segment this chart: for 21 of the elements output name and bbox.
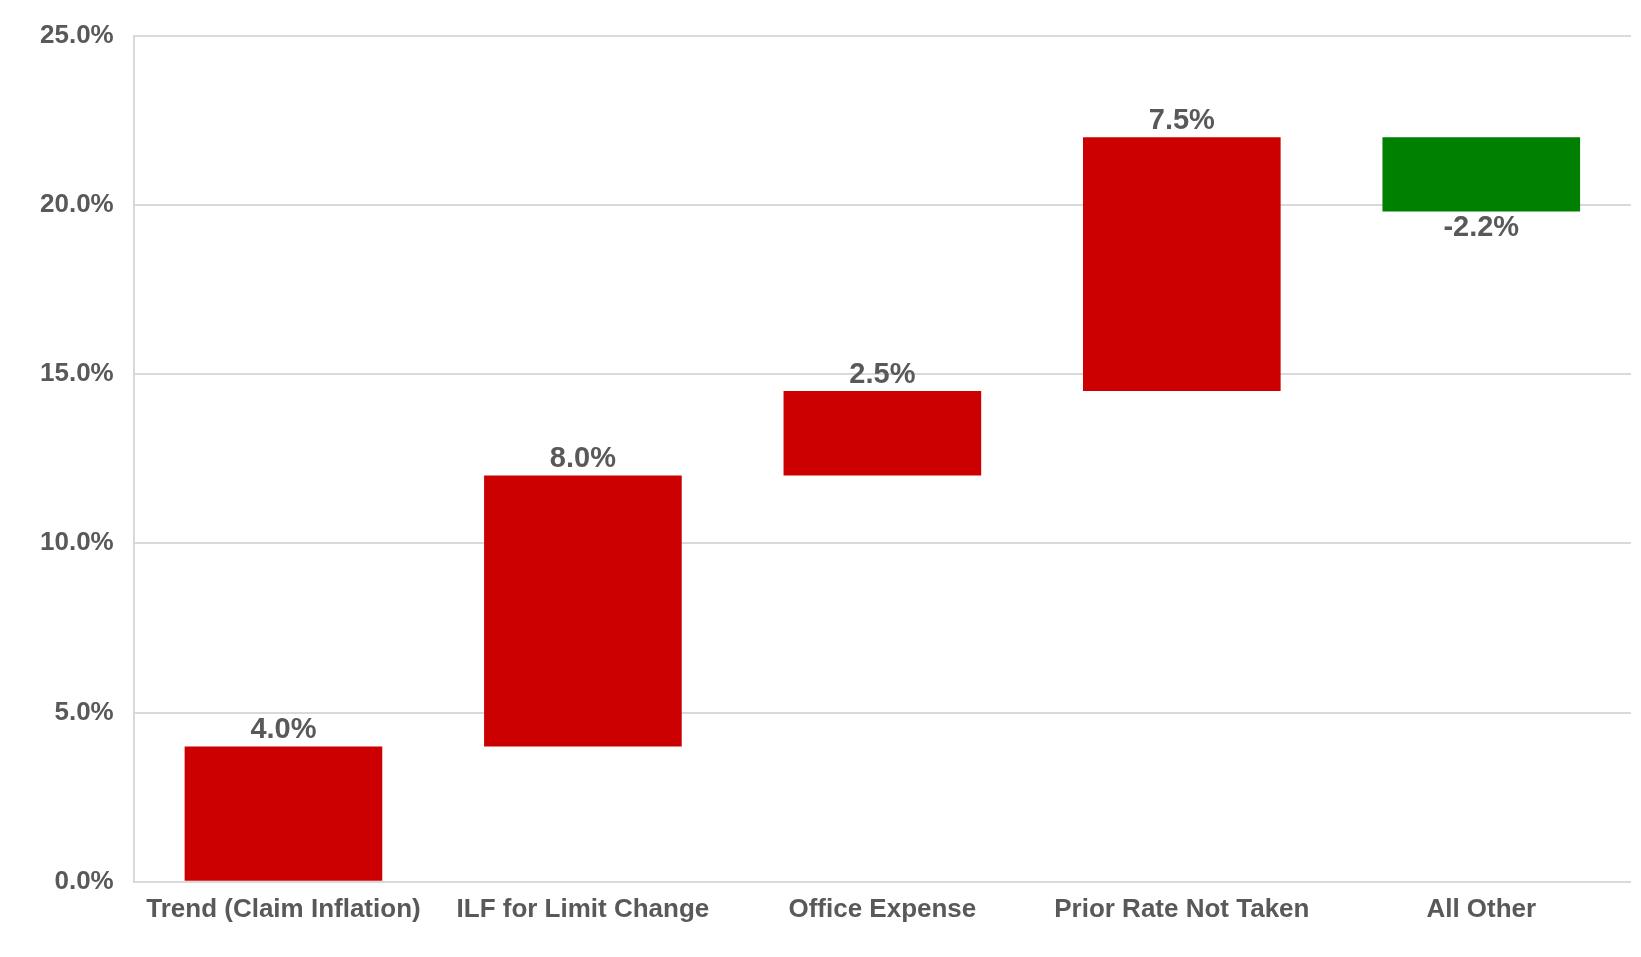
y-tick-label: 0.0%: [54, 864, 114, 895]
bar: [1083, 137, 1281, 391]
bar: [184, 746, 383, 881]
bar: [484, 475, 682, 747]
y-tick-label: 20.0%: [39, 188, 114, 219]
x-tick-label: Office Expense: [788, 892, 977, 923]
data-label: -2.2%: [1443, 210, 1520, 243]
x-tick-label: Prior Rate Not Taken: [1054, 892, 1310, 923]
data-label: 7.5%: [1148, 102, 1216, 135]
data-label: 8.0%: [549, 441, 617, 474]
x-tick-label: Trend (Claim Inflation): [146, 892, 421, 923]
bar: [783, 391, 982, 476]
bar: [1382, 137, 1581, 212]
x-tick-label: All Other: [1426, 892, 1537, 923]
data-label: 4.0%: [250, 711, 317, 744]
x-tick-label: ILF for Limit Change: [456, 892, 710, 923]
y-tick-label: 15.0%: [39, 357, 114, 388]
data-label: 2.5%: [849, 356, 916, 389]
y-tick-label: 25.0%: [39, 18, 114, 49]
y-tick-label: 10.0%: [39, 526, 114, 557]
y-tick-label: 5.0%: [54, 695, 114, 726]
